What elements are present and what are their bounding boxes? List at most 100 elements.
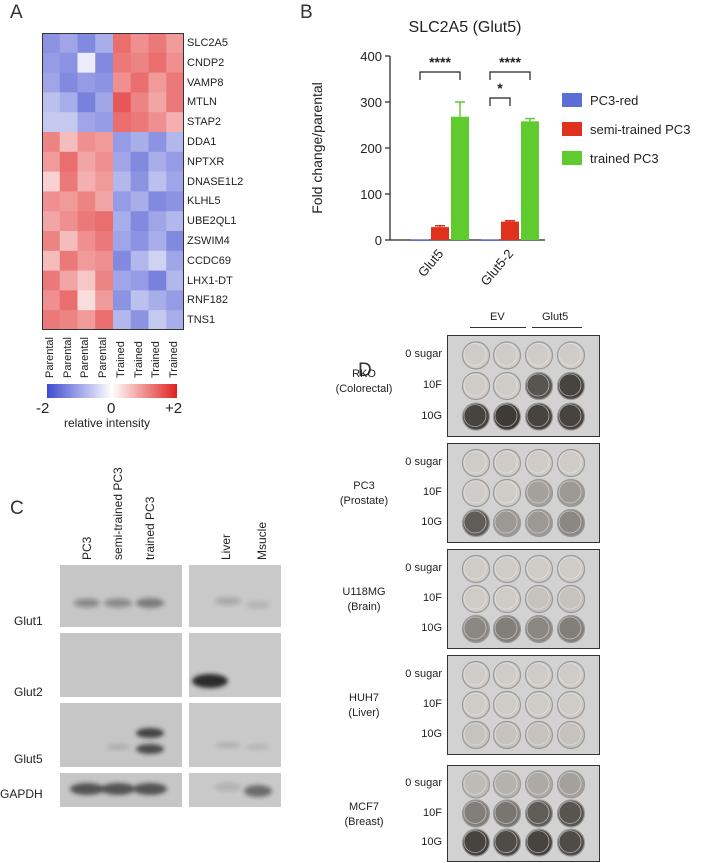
well — [556, 720, 586, 750]
heatmap-cell — [148, 290, 167, 311]
bar — [501, 221, 519, 240]
heatmap-cell — [148, 72, 167, 93]
heatmap-cell — [95, 151, 114, 173]
well-rim — [558, 556, 582, 580]
well — [461, 508, 491, 538]
well — [492, 341, 522, 370]
heatmap-cell — [77, 270, 96, 291]
well-row-label: 0 sugar — [405, 456, 442, 468]
heatmap-cell — [77, 211, 96, 232]
well-rim — [494, 510, 518, 534]
well — [461, 371, 491, 401]
heatmap-cell — [166, 171, 184, 192]
well — [524, 690, 554, 720]
well-row-label: 10F — [423, 592, 442, 604]
well-rim — [526, 692, 550, 716]
heatmap-cell — [148, 151, 167, 173]
heatmap-cell — [59, 250, 78, 272]
western-blot — [60, 565, 281, 807]
y-axis-label: Fold change/parental — [309, 82, 325, 214]
well-rim — [463, 342, 487, 366]
cell-line-name: RKO — [352, 368, 376, 380]
well — [492, 770, 522, 799]
heatmap-cell — [113, 112, 132, 133]
cell-line-name: HUH7 — [349, 692, 379, 704]
cell-line-tissue: (Brain) — [347, 601, 381, 613]
heatmap-cell — [113, 171, 132, 192]
heatmap-cell — [42, 290, 61, 311]
heatmap-cell — [166, 231, 184, 252]
well — [461, 660, 491, 690]
blot-band — [74, 598, 100, 608]
heatmap-cell — [59, 151, 78, 173]
heatmap-cell — [42, 112, 61, 133]
heatmap-cell — [59, 52, 78, 74]
heatmap-cell — [130, 72, 149, 93]
heatmap-cell — [148, 171, 167, 192]
heatmap-cell — [130, 191, 149, 212]
heatmap-cell — [95, 72, 114, 93]
blot-band — [215, 783, 241, 791]
well-rim — [526, 722, 550, 746]
panel-letter-b: B — [300, 2, 313, 23]
heatmap-cell — [59, 72, 78, 93]
blot-band — [192, 674, 228, 688]
legend-label: trained PC3 — [590, 151, 659, 166]
heatmap-cell — [59, 171, 78, 192]
gene-label: DDA1 — [187, 135, 217, 148]
group-line-glut5 — [532, 327, 582, 328]
heatmap-cell — [42, 52, 61, 74]
blot-band — [244, 785, 272, 797]
well — [556, 584, 586, 614]
plate — [447, 443, 600, 543]
y-tick-label: 200 — [360, 141, 382, 156]
well-rim — [463, 510, 487, 534]
scale-title: relative intensity — [64, 416, 151, 430]
blot-row-label: GAPDH — [0, 787, 43, 801]
heatmap-cell — [166, 132, 184, 153]
column-label: Trained — [114, 341, 127, 378]
heatmap-cell — [130, 112, 149, 133]
well — [556, 770, 586, 799]
well — [492, 554, 522, 584]
well-rim — [558, 616, 582, 640]
well-rim — [463, 662, 487, 686]
well — [556, 402, 586, 431]
blot-strip — [60, 633, 182, 697]
blot-band — [246, 744, 270, 750]
well — [556, 341, 586, 370]
lane-label: Msucle — [255, 521, 269, 560]
heatmap-cell — [95, 171, 114, 192]
heatmap-cell — [113, 92, 132, 113]
well — [461, 478, 491, 508]
well — [524, 614, 554, 644]
well — [556, 614, 586, 644]
heatmap-cell — [166, 290, 184, 311]
well-rim — [463, 556, 487, 580]
heatmap-cell — [42, 211, 61, 232]
well — [556, 448, 586, 478]
heatmap-cell — [113, 310, 132, 330]
well — [524, 584, 554, 614]
significance-bracket — [489, 97, 511, 106]
legend-swatch — [562, 122, 582, 136]
well — [556, 508, 586, 538]
well — [492, 448, 522, 478]
chart-title: SLC2A5 (Glut5) — [409, 19, 522, 36]
heatmap-cell — [95, 52, 114, 74]
legend-swatch — [562, 151, 582, 165]
well — [556, 478, 586, 508]
heatmap-cell — [148, 132, 167, 153]
well-rim — [463, 480, 487, 504]
heatmap-cell — [42, 92, 61, 113]
well — [492, 584, 522, 614]
heatmap-cell — [77, 310, 96, 330]
well-rim — [494, 722, 518, 746]
heatmap-cell — [166, 151, 184, 173]
cell-line-name: MCF7 — [349, 800, 379, 813]
gene-label: KLHL5 — [187, 195, 221, 208]
blot-band — [136, 598, 164, 608]
legend-label: PC3-red — [590, 93, 638, 108]
well-row-label: 10G — [421, 409, 442, 422]
column-label: Parental — [43, 337, 56, 378]
